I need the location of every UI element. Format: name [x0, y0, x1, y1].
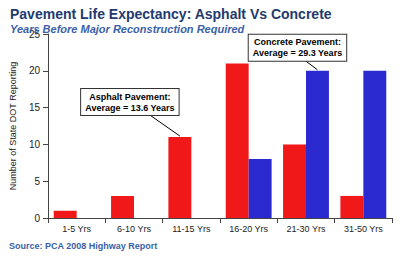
svg-text:16-20 Yrs: 16-20 Yrs [229, 224, 268, 234]
svg-text:11-15 Yrs: 11-15 Yrs [172, 224, 211, 234]
svg-text:5: 5 [34, 176, 40, 187]
svg-text:31-50 Yrs: 31-50 Yrs [344, 224, 383, 234]
svg-text:Average = 13.6 Years: Average = 13.6 Years [85, 103, 174, 113]
svg-text:1-5 Yrs: 1-5 Yrs [62, 224, 91, 234]
svg-text:Average = 29.3 Years: Average = 29.3 Years [253, 48, 342, 58]
svg-text:0: 0 [34, 213, 40, 224]
svg-text:6-10 Yrs: 6-10 Yrs [117, 224, 151, 234]
svg-text:21-30 Yrs: 21-30 Yrs [287, 224, 326, 234]
svg-text:Number of State DOT Reporting: Number of State DOT Reporting [8, 62, 18, 190]
svg-text:20: 20 [29, 65, 41, 76]
svg-text:Pavement Life Expectancy: Asph: Pavement Life Expectancy: Asphalt Vs Con… [10, 6, 332, 22]
svg-text:15: 15 [29, 102, 41, 113]
svg-text:Years Before Major Reconstruct: Years Before Major Reconstruction Requir… [10, 23, 245, 35]
svg-text:Asphalt Pavement:: Asphalt Pavement: [89, 92, 170, 102]
svg-text:Source: PCA 2008 Highway Repor: Source: PCA 2008 Highway Report [9, 241, 157, 251]
svg-text:10: 10 [29, 139, 41, 150]
svg-text:Concrete Pavement:: Concrete Pavement: [254, 37, 341, 47]
